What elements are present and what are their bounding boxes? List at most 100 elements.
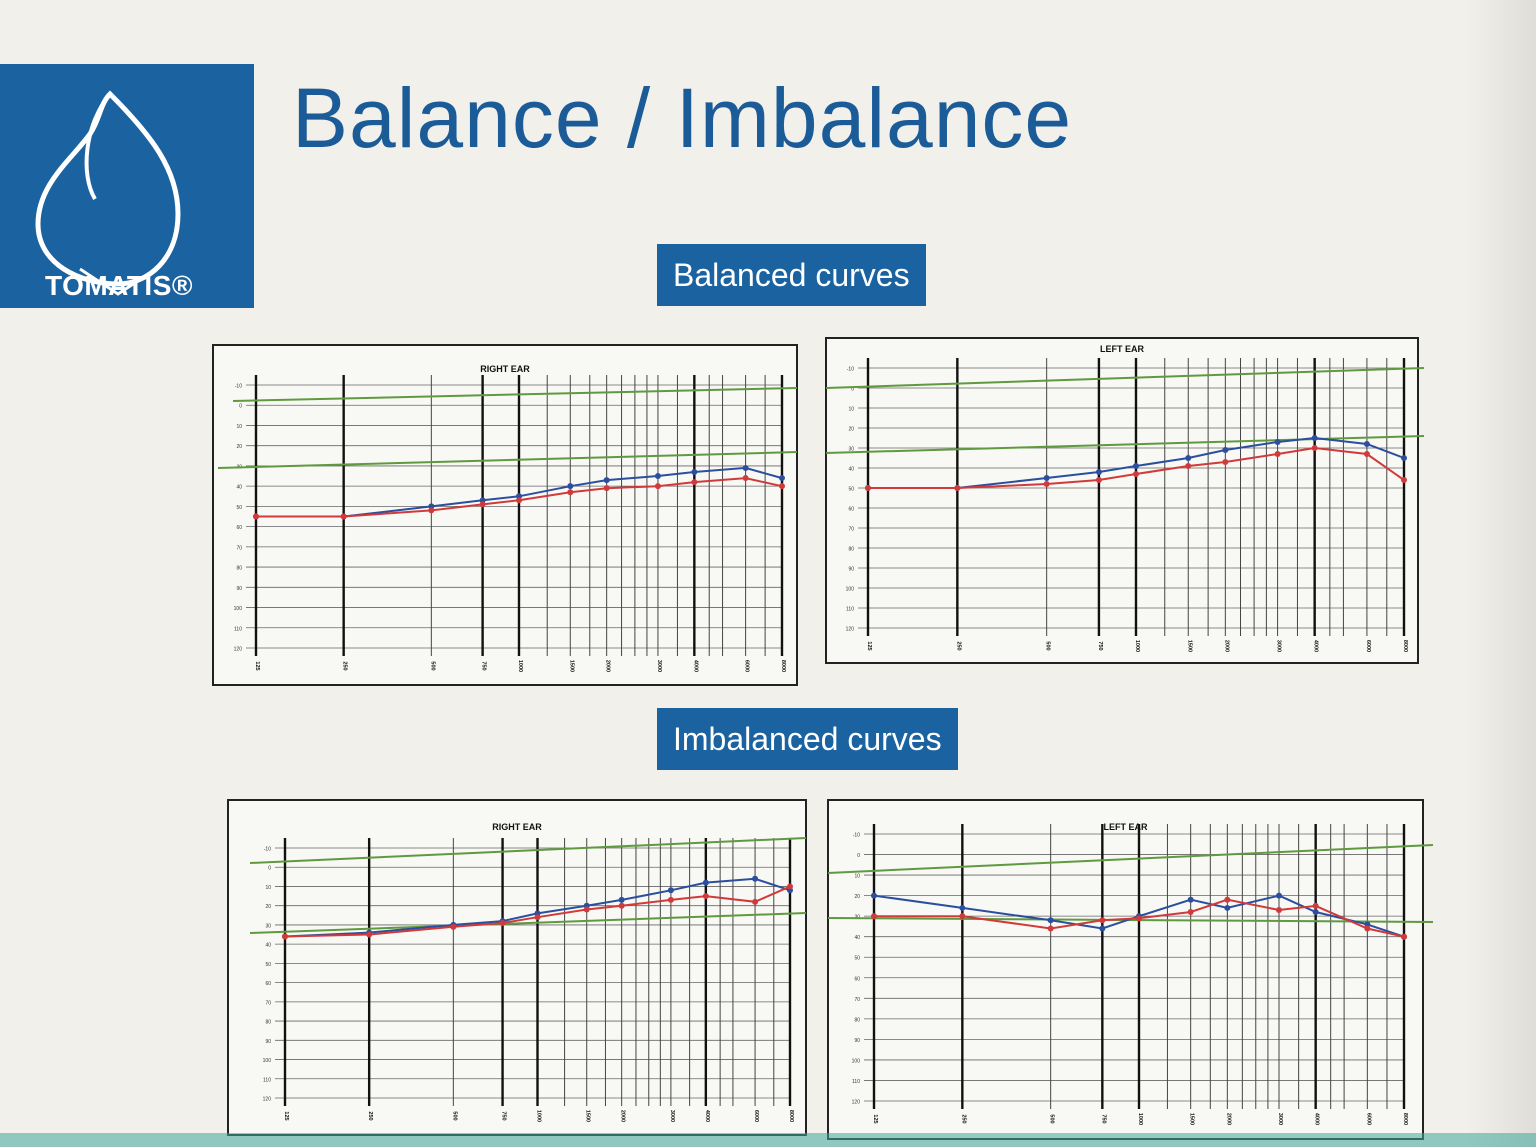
x-tick-label: 4000 [1314,1113,1320,1125]
data-point [253,513,259,520]
data-point [428,507,435,514]
data-point [691,468,698,475]
data-point [667,896,674,903]
y-tick-label: 70 [854,997,860,1003]
x-tick-label: 4000 [692,660,698,672]
data-point [567,489,574,496]
data-point [618,902,625,909]
imbalanced-curves-label: Imbalanced curves [657,708,958,770]
x-tick-label: 750 [1097,641,1103,650]
y-tick-label: 0 [857,853,860,859]
chart-frame [827,799,1424,1140]
data-point [516,497,522,504]
y-tick-label: 60 [236,525,242,531]
x-tick-label: 8000 [1402,1113,1408,1125]
chart-frame [825,337,1419,664]
data-point [1095,469,1102,475]
data-point [479,501,486,508]
y-tick-label: 70 [236,545,242,551]
data-point [1224,904,1231,911]
data-point [603,485,610,492]
x-tick-label: 4000 [704,1110,710,1122]
data-point [1047,925,1054,932]
y-tick-label: -10 [264,847,271,853]
x-tick-label: 8000 [1402,640,1408,652]
data-point [282,933,288,940]
y-tick-label: 100 [852,1058,861,1064]
data-point [1187,896,1194,903]
data-point [1274,451,1281,457]
data-point [1312,902,1319,909]
y-tick-label: 110 [852,1079,860,1085]
data-point [779,483,785,490]
x-tick-label: 500 [429,661,435,670]
x-tick-label: 1000 [1134,640,1140,652]
x-tick-label: 6000 [1365,1113,1371,1125]
data-point [1222,459,1229,465]
chart-title: RIGHT EAR [480,364,530,374]
data-point [1099,917,1106,924]
y-tick-label: 30 [265,923,271,929]
data-point [742,464,749,471]
data-point [865,485,871,491]
data-point [1401,477,1407,483]
x-tick-label: 250 [342,661,348,670]
y-tick-label: 10 [265,885,271,891]
reference-band-line [827,844,1434,874]
y-tick-label: 100 [846,587,855,593]
y-tick-label: 90 [236,586,242,592]
data-point [1185,463,1192,469]
data-point [1047,917,1054,924]
y-tick-label: 60 [854,976,860,982]
data-point [1401,455,1407,461]
page-bottom-edge [0,1133,1536,1147]
x-tick-label: 1500 [585,1110,591,1122]
data-point [1187,909,1194,916]
x-tick-label: 1000 [517,660,523,672]
data-point [1095,477,1102,483]
reference-band-line [249,912,807,934]
y-tick-label: 10 [236,424,242,430]
y-tick-label: 80 [236,566,242,572]
x-tick-label: 2000 [605,660,611,672]
y-tick-label: -10 [847,367,854,373]
x-tick-label: 3000 [656,660,662,672]
x-tick-label: 750 [1100,1114,1106,1123]
x-tick-label: 8000 [780,660,786,672]
data-point [1136,915,1142,922]
data-point [1364,921,1371,928]
y-tick-label: 40 [854,935,860,941]
x-tick-label: 125 [254,661,260,670]
chart-title: LEFT EAR [1100,344,1144,354]
data-point [499,920,506,926]
y-tick-label: 10 [854,874,860,880]
logo-wordmark: TOMATIS® [44,270,194,301]
chart-title: RIGHT EAR [492,822,542,832]
y-tick-label: 100 [263,1058,272,1064]
data-point [1099,925,1106,932]
data-point [1311,435,1318,441]
y-tick-label: 0 [268,866,271,872]
data-point [567,483,574,490]
y-tick-label: 100 [234,606,243,612]
data-point [340,513,347,520]
y-tick-label: 110 [234,626,242,632]
logo-drop-icon [35,90,181,296]
chart-frame [212,344,798,686]
x-tick-label: 6000 [753,1110,759,1122]
y-tick-label: 40 [265,943,271,949]
data-point [871,913,877,920]
data-point [1133,463,1139,469]
data-point [1363,441,1370,447]
y-tick-label: 80 [848,547,854,553]
x-tick-label: 1000 [536,1110,542,1122]
y-tick-label: 120 [234,647,243,653]
data-point [787,883,793,890]
data-point [871,892,877,899]
reference-band-line [217,451,798,469]
y-tick-label: 110 [263,1077,271,1083]
data-point [702,879,709,886]
data-point [450,923,457,930]
data-point [583,906,590,913]
